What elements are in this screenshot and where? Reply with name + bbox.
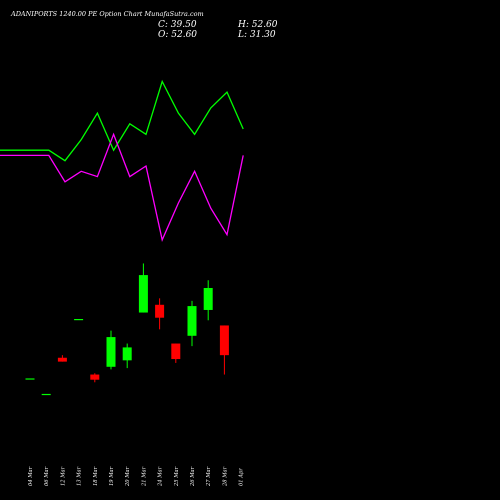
- candles: [25, 263, 229, 396]
- candle-body: [138, 275, 148, 313]
- x-tick-label: 28 Mar: [222, 466, 228, 487]
- x-tick-label: 04 Mar: [28, 466, 34, 486]
- candle-body: [122, 347, 132, 361]
- candle-body: [25, 378, 35, 380]
- candle-12-mar: [57, 355, 67, 362]
- x-tick-label: 19 Mar: [109, 466, 115, 486]
- candle-06-mar: [41, 393, 51, 396]
- x-tick-label: 18 Mar: [93, 466, 99, 486]
- candle-18-mar: [90, 373, 100, 383]
- candle-body: [57, 357, 67, 362]
- candle-24-mar: [155, 298, 165, 330]
- close-value: C: 39.50: [158, 20, 197, 30]
- x-tick-label: 01 Apr: [239, 468, 245, 486]
- overlay-lines: [0, 79, 244, 242]
- candle-body: [74, 319, 84, 321]
- x-tick-label: 13 Mar: [77, 466, 83, 486]
- x-tick-label: 12 Mar: [60, 466, 66, 486]
- candle-04-mar: [25, 378, 35, 380]
- open-value: O: 52.60: [158, 30, 197, 40]
- x-tick-label: 27 Mar: [206, 466, 212, 487]
- candle-26-mar: [187, 300, 197, 347]
- candle-body: [187, 306, 197, 336]
- candle-body: [106, 337, 116, 367]
- x-tick-label: 06 Mar: [44, 466, 50, 486]
- x-tick-label: 25 Mar: [174, 466, 180, 487]
- candle-body: [155, 304, 165, 318]
- low-value: L: 31.30: [237, 30, 276, 40]
- x-axis-ticks: 04 Mar 06 Mar 12 Mar 13 Mar 18 Mar 19 Mar 20 M…: [28, 466, 245, 487]
- x-tick-label: 21 Mar: [141, 466, 147, 487]
- x-tick-label: 26 Mar: [190, 466, 196, 487]
- candle-28-mar: [219, 325, 229, 375]
- candle-body: [171, 343, 181, 360]
- candle-13-mar: [74, 319, 84, 321]
- candle-body: [219, 325, 229, 356]
- candle-27-mar: [203, 280, 213, 321]
- x-tick-label: 20 Mar: [125, 466, 131, 487]
- chart-title: ADANIPORTS 1240.00 PE Option Chart Munaf…: [10, 10, 204, 18]
- candle-body: [90, 374, 100, 380]
- overlay-line-2: [0, 132, 244, 242]
- candle-20-mar: [122, 343, 132, 369]
- candle-body: [41, 393, 51, 396]
- overlay-line-1: [0, 79, 244, 162]
- high-value: H: 52.60: [237, 20, 278, 30]
- candle-body: [203, 288, 213, 310]
- candle-19-mar: [106, 330, 116, 370]
- candle-25-mar: [171, 343, 181, 363]
- candle-21-mar: [138, 263, 148, 313]
- x-tick-label: 24 Mar: [158, 466, 164, 487]
